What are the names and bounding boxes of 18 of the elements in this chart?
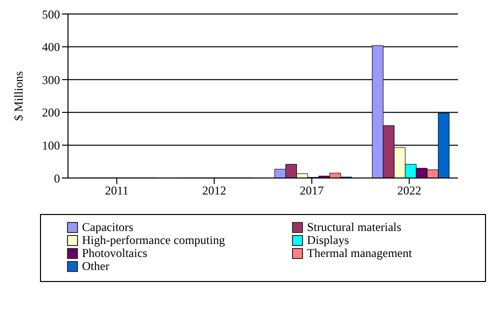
y-tick-label: 0 [54,171,60,186]
y-tick-label: 100 [42,138,60,152]
y-tick-label: 500 [42,7,60,22]
legend-label: Structural materials [307,220,402,234]
y-tick-label: 300 [42,72,60,87]
legend-label: Photovoltaics [82,246,148,260]
legend-label: Capacitors [82,220,134,234]
legend-label: Thermal management [307,246,412,260]
x-tick-label: 2012 [202,184,226,198]
legend-label: High-performance computing [82,233,225,247]
y-tick-label: 200 [42,106,60,120]
x-tick-label: 2011 [104,184,129,198]
y-tick-label: 400 [42,40,60,54]
legend-label: Other [82,259,110,273]
x-tick-label: 2017 [300,184,324,198]
y-axis-title: $ Millions [11,70,26,121]
x-tick-label: 2022 [397,184,422,198]
legend-label: Displays [307,233,349,247]
